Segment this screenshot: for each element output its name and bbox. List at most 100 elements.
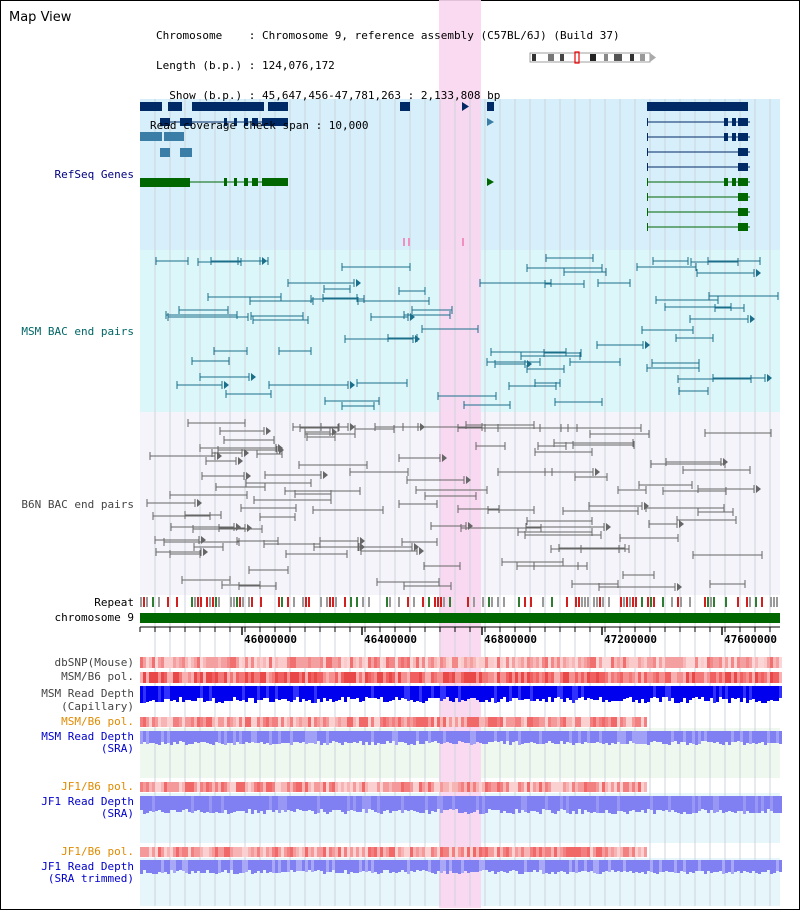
msm-sra-depth-bin — [695, 731, 698, 745]
jf1-sra-depth-bin — [563, 796, 566, 810]
jf1-b6-pol-bin — [548, 782, 551, 792]
msm-b6-pol-sra-bin — [605, 717, 608, 727]
jf1-trim-depth-bin — [623, 860, 626, 871]
b6n-bac-pair-arrow — [679, 520, 684, 528]
msm-b6-pol-sra-bin — [269, 717, 272, 727]
msm-sra-depth-bin — [146, 731, 149, 744]
jf1-b6-pol-bin — [284, 782, 287, 792]
jf1-trim-depth-bin — [248, 860, 251, 870]
msm-sra-depth-bin — [239, 731, 242, 744]
msm-capillary-depth-bin — [332, 686, 335, 702]
jf1-trim-depth-bin — [164, 860, 167, 872]
track-label-msm-b6-pol[interactable]: MSM/B6 pol. — [61, 670, 134, 683]
track-label-jf1-depth-trim[interactable]: JF1 Read Depth — [41, 860, 134, 873]
track-label-msm-bac[interactable]: MSM BAC end pairs — [21, 325, 134, 338]
jf1-sra-depth-bin — [503, 796, 506, 811]
track-label-refseq[interactable]: RefSeq Genes — [54, 168, 134, 181]
msm-sra-depth-bin — [491, 731, 494, 742]
msm-sra-depth-bin — [389, 731, 392, 743]
msm-b6-pol-sra-bin — [497, 717, 500, 727]
msm-capillary-depth-bin — [146, 686, 149, 702]
jf1-b6-pol-bin — [212, 782, 215, 792]
jf1-trim-depth-bin — [329, 860, 332, 872]
jf1-b6-pol-trim-bin — [458, 847, 461, 857]
track-label-msm-depth-sra[interactable]: MSM Read Depth — [41, 730, 134, 743]
msm-b6-pol-sra-bin — [431, 717, 434, 727]
jf1-trim-depth-bin — [413, 860, 416, 872]
jf1-b6-pol-trim-bin — [179, 847, 182, 857]
jf1-b6-pol-trim-bin — [164, 847, 167, 857]
msm-sra-depth-bin — [536, 731, 539, 744]
repeat-mark — [491, 597, 493, 607]
track-label-jf1-b6-pol[interactable]: JF1/B6 pol. — [61, 780, 134, 793]
msm-capillary-depth-bin — [407, 686, 410, 701]
msm-b6-pol-sra-bin — [155, 717, 158, 727]
jf1-b6-pol-bin — [446, 782, 449, 792]
msm-capillary-depth-bin — [191, 686, 194, 701]
msm-b6-pol-bin — [728, 672, 731, 683]
repeat-mark — [158, 597, 160, 607]
msm-capillary-depth-bin — [491, 686, 494, 698]
dbsnp-density-bin — [284, 657, 287, 668]
track-label-msm-b6-pol-sra[interactable]: MSM/B6 pol. — [61, 715, 134, 728]
jf1-b6-pol-trim-bin — [476, 847, 479, 857]
gene-exon — [252, 178, 258, 186]
msm-b6-pol-sra-bin — [611, 717, 614, 727]
track-label-jf1-depth[interactable]: JF1 Read Depth — [41, 795, 134, 808]
dbsnp-density-bin — [599, 657, 602, 668]
msm-sra-depth-bin — [260, 731, 263, 742]
dbsnp-density-bin — [737, 657, 740, 668]
msm-capillary-depth-bin — [494, 686, 497, 703]
jf1-b6-pol-bin — [302, 782, 305, 792]
gene-exon — [738, 148, 748, 156]
msm-b6-pol-bin — [482, 672, 485, 683]
track-label-b6n-bac[interactable]: B6N BAC end pairs — [21, 498, 134, 511]
msm-capillary-depth-bin — [623, 686, 626, 699]
repeat-mark — [140, 597, 142, 607]
repeat-mark — [407, 597, 409, 607]
jf1-sra-depth-bin — [332, 796, 335, 810]
jf1-sra-depth-bin — [521, 796, 524, 810]
track-label-jf1-b6-pol-trim[interactable]: JF1/B6 pol. — [61, 845, 134, 858]
jf1-b6-pol-trim-bin — [443, 847, 446, 857]
jf1-b6-pol-trim-bin — [491, 847, 494, 857]
jf1-b6-pol-bin — [377, 782, 380, 792]
msm-sra-depth-bin — [773, 731, 776, 743]
track-label-msm-depth-cap[interactable]: MSM Read Depth — [41, 687, 134, 700]
msm-b6-pol-sra-bin — [206, 717, 209, 727]
msm-sra-depth-bin — [182, 731, 185, 742]
jf1-sra-depth-bin — [161, 796, 164, 812]
jf1-b6-pol-bin — [485, 782, 488, 792]
dbsnp-density-bin — [584, 657, 587, 668]
jf1-sra-depth-bin — [389, 796, 392, 813]
jf1-sra-depth-bin — [398, 796, 401, 810]
msm-capillary-depth-bin — [164, 686, 167, 699]
repeat-mark — [713, 597, 715, 607]
msm-sra-depth-bin — [365, 731, 368, 742]
msm-sra-depth-bin — [458, 731, 461, 741]
dbsnp-density-bin — [725, 657, 728, 668]
msm-b6-pol-bin — [554, 672, 557, 683]
dbsnp-density-bin — [281, 657, 284, 668]
msm-b6-pol-sra-bin — [587, 717, 590, 727]
msm-sra-depth-bin — [542, 731, 545, 744]
msm-sra-depth-bin — [401, 731, 404, 742]
msm-b6-pol-sra-bin — [245, 717, 248, 727]
msm-b6-pol-bin — [740, 672, 743, 683]
gene-exon — [160, 118, 170, 126]
msm-sra-depth-bin — [443, 731, 446, 743]
repeat-mark — [344, 597, 346, 607]
jf1-trim-depth-bin — [365, 860, 368, 872]
msm-b6-pol-bin — [374, 672, 377, 683]
jf1-b6-pol-bin — [356, 782, 359, 792]
track-label-dbsnp[interactable]: dbSNP(Mouse) — [54, 656, 134, 669]
msm-b6-pol-sra-bin — [419, 717, 422, 727]
jf1-trim-depth-bin — [731, 860, 734, 874]
repeat-mark — [335, 597, 337, 607]
msm-b6-pol-bin — [389, 672, 392, 683]
jf1-trim-depth-bin — [431, 860, 434, 873]
msm-capillary-depth-bin — [671, 686, 674, 698]
jf1-sra-depth-bin — [329, 796, 332, 812]
msm-sra-depth-bin — [557, 731, 560, 744]
jf1-sra-depth-bin — [260, 796, 263, 811]
